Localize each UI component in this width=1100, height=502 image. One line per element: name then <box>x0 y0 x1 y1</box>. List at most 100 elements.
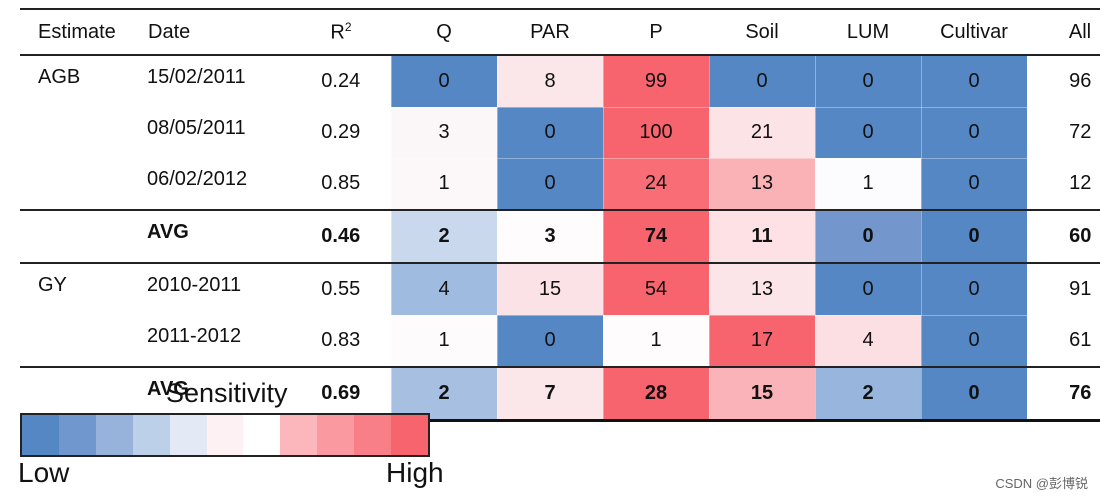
table-row: GY 2010-2011 0.55 4 15 54 13 0 0 91 <box>20 262 1100 316</box>
table-row-avg: AVG 0.46 2 3 74 11 0 0 60 <box>20 209 1100 264</box>
header-par: PAR <box>497 8 603 56</box>
watermark: CSDN @彭博锐 <box>995 476 1088 491</box>
header-row: Estimate Date R2 Q PAR P Soil LUM Cultiv… <box>20 8 1100 56</box>
heat-cell-cultivar: 0 <box>920 262 1028 316</box>
heat-cell-p: 54 <box>602 262 710 316</box>
header-p: P <box>603 8 709 56</box>
cell-all: 72 <box>1069 121 1092 143</box>
legend-color-bar <box>20 413 430 457</box>
heat-cell-soil: 15 <box>708 366 816 422</box>
heat-cell-p: 100 <box>602 106 710 159</box>
heat-cell-p: 74 <box>602 209 710 264</box>
cell-all: 96 <box>1069 70 1092 92</box>
legend-swatch <box>354 415 392 455</box>
heat-cell-par: 0 <box>496 106 604 159</box>
table-row-avg: AVG 0.69 2 7 28 15 2 0 76 <box>20 366 1100 422</box>
header-q: Q <box>391 8 497 56</box>
header-soil: Soil <box>709 8 815 56</box>
heat-cell-q: 2 <box>390 366 498 422</box>
table-body: AGB 15/02/2011 0.24 0 8 99 0 0 0 96 08/05/2011 0.29… <box>20 54 1100 422</box>
cell-estimate <box>20 315 147 367</box>
heat-cell-par: 7 <box>496 366 604 422</box>
legend-swatch <box>243 415 281 455</box>
table-row: AGB 15/02/2011 0.24 0 8 99 0 0 0 96 <box>20 54 1100 108</box>
cell-date: 06/02/2012 <box>147 168 248 190</box>
heat-cell-lum: 0 <box>814 106 922 159</box>
heat-cell-q: 3 <box>390 106 498 159</box>
heat-cell-soil: 17 <box>708 314 816 368</box>
header-r2-superscript: 2 <box>344 19 352 34</box>
heat-cell-cultivar: 0 <box>920 157 1028 211</box>
cell-date: 2011-2012 <box>147 325 242 347</box>
heat-cell-soil: 21 <box>708 106 816 159</box>
heat-cell-q: 1 <box>390 314 498 368</box>
legend-swatch <box>169 415 207 455</box>
heat-cell-par: 0 <box>496 157 604 211</box>
header-date: Date <box>147 8 291 56</box>
heat-cell-par: 15 <box>496 262 604 316</box>
heat-cell-cultivar: 0 <box>920 106 1028 159</box>
heat-cell-lum: 0 <box>814 262 922 316</box>
heat-cell-p: 1 <box>602 314 710 368</box>
cell-r2: 0.55 <box>321 278 361 300</box>
legend-swatch <box>58 415 96 455</box>
sensitivity-table: Estimate Date R2 Q PAR P Soil LUM Cultiv… <box>20 8 1100 422</box>
cell-r2: 0.83 <box>321 329 361 351</box>
header-all: All <box>1027 8 1100 56</box>
legend-swatch <box>317 415 355 455</box>
heat-cell-p: 28 <box>602 366 710 422</box>
cell-all: 12 <box>1069 172 1092 194</box>
cell-r2: 0.24 <box>321 70 361 92</box>
heat-cell-cultivar: 0 <box>920 314 1028 368</box>
legend-high-label: High <box>386 457 444 488</box>
header-r2: R2 <box>291 8 391 56</box>
cell-date: 2010-2011 <box>147 274 242 296</box>
cell-r2: 0.69 <box>291 366 391 422</box>
header-r2-label: R <box>330 21 345 44</box>
heat-cell-lum: 0 <box>814 209 922 264</box>
heat-cell-lum: 0 <box>814 54 922 108</box>
heat-cell-par: 8 <box>496 54 604 108</box>
legend-swatch <box>391 415 428 455</box>
sensitivity-legend: Sensitivity Low High <box>18 378 448 498</box>
legend-swatch <box>280 415 318 455</box>
legend-low-label: Low <box>18 457 70 488</box>
heat-cell-par: 0 <box>496 314 604 368</box>
cell-all: 91 <box>1069 278 1092 300</box>
heat-cell-lum: 4 <box>814 314 922 368</box>
cell-date: 15/02/2011 <box>147 66 246 88</box>
heat-cell-lum: 1 <box>814 157 922 211</box>
heat-cell-soil: 13 <box>708 262 816 316</box>
legend-swatch <box>95 415 133 455</box>
legend-title: Sensitivity <box>166 378 288 408</box>
heat-cell-p: 99 <box>602 54 710 108</box>
legend-swatch <box>206 415 244 455</box>
cell-estimate: AGB <box>38 66 81 88</box>
heat-cell-soil: 13 <box>708 157 816 211</box>
legend-swatch <box>22 415 59 455</box>
cell-r2: 0.85 <box>321 172 361 194</box>
cell-all: 76 <box>1027 366 1100 422</box>
heat-cell-par: 3 <box>496 209 604 264</box>
heat-cell-cultivar: 0 <box>920 209 1028 264</box>
cell-all: 60 <box>1027 209 1100 264</box>
cell-r2: 0.29 <box>321 121 361 143</box>
heat-cell-lum: 2 <box>814 366 922 422</box>
cell-r2: 0.46 <box>291 209 391 264</box>
heat-cell-q: 0 <box>390 54 498 108</box>
heat-cell-soil: 11 <box>708 209 816 264</box>
table-row: 06/02/2012 0.85 1 0 24 13 1 0 12 <box>20 157 1100 211</box>
cell-estimate <box>20 107 147 158</box>
cell-estimate <box>20 209 147 264</box>
heat-cell-p: 24 <box>602 157 710 211</box>
heat-cell-q: 2 <box>390 209 498 264</box>
heat-cell-soil: 0 <box>708 54 816 108</box>
table-row: 2011-2012 0.83 1 0 1 17 4 0 61 <box>20 314 1100 368</box>
sensitivity-table-container: Estimate Date R2 Q PAR P Soil LUM Cultiv… <box>20 8 1100 422</box>
header-cultivar: Cultivar <box>921 8 1027 56</box>
cell-date: AVG <box>147 209 291 264</box>
cell-all: 61 <box>1069 329 1092 351</box>
cell-estimate: GY <box>38 274 67 296</box>
header-lum: LUM <box>815 8 921 56</box>
cell-date: 08/05/2011 <box>147 117 246 139</box>
